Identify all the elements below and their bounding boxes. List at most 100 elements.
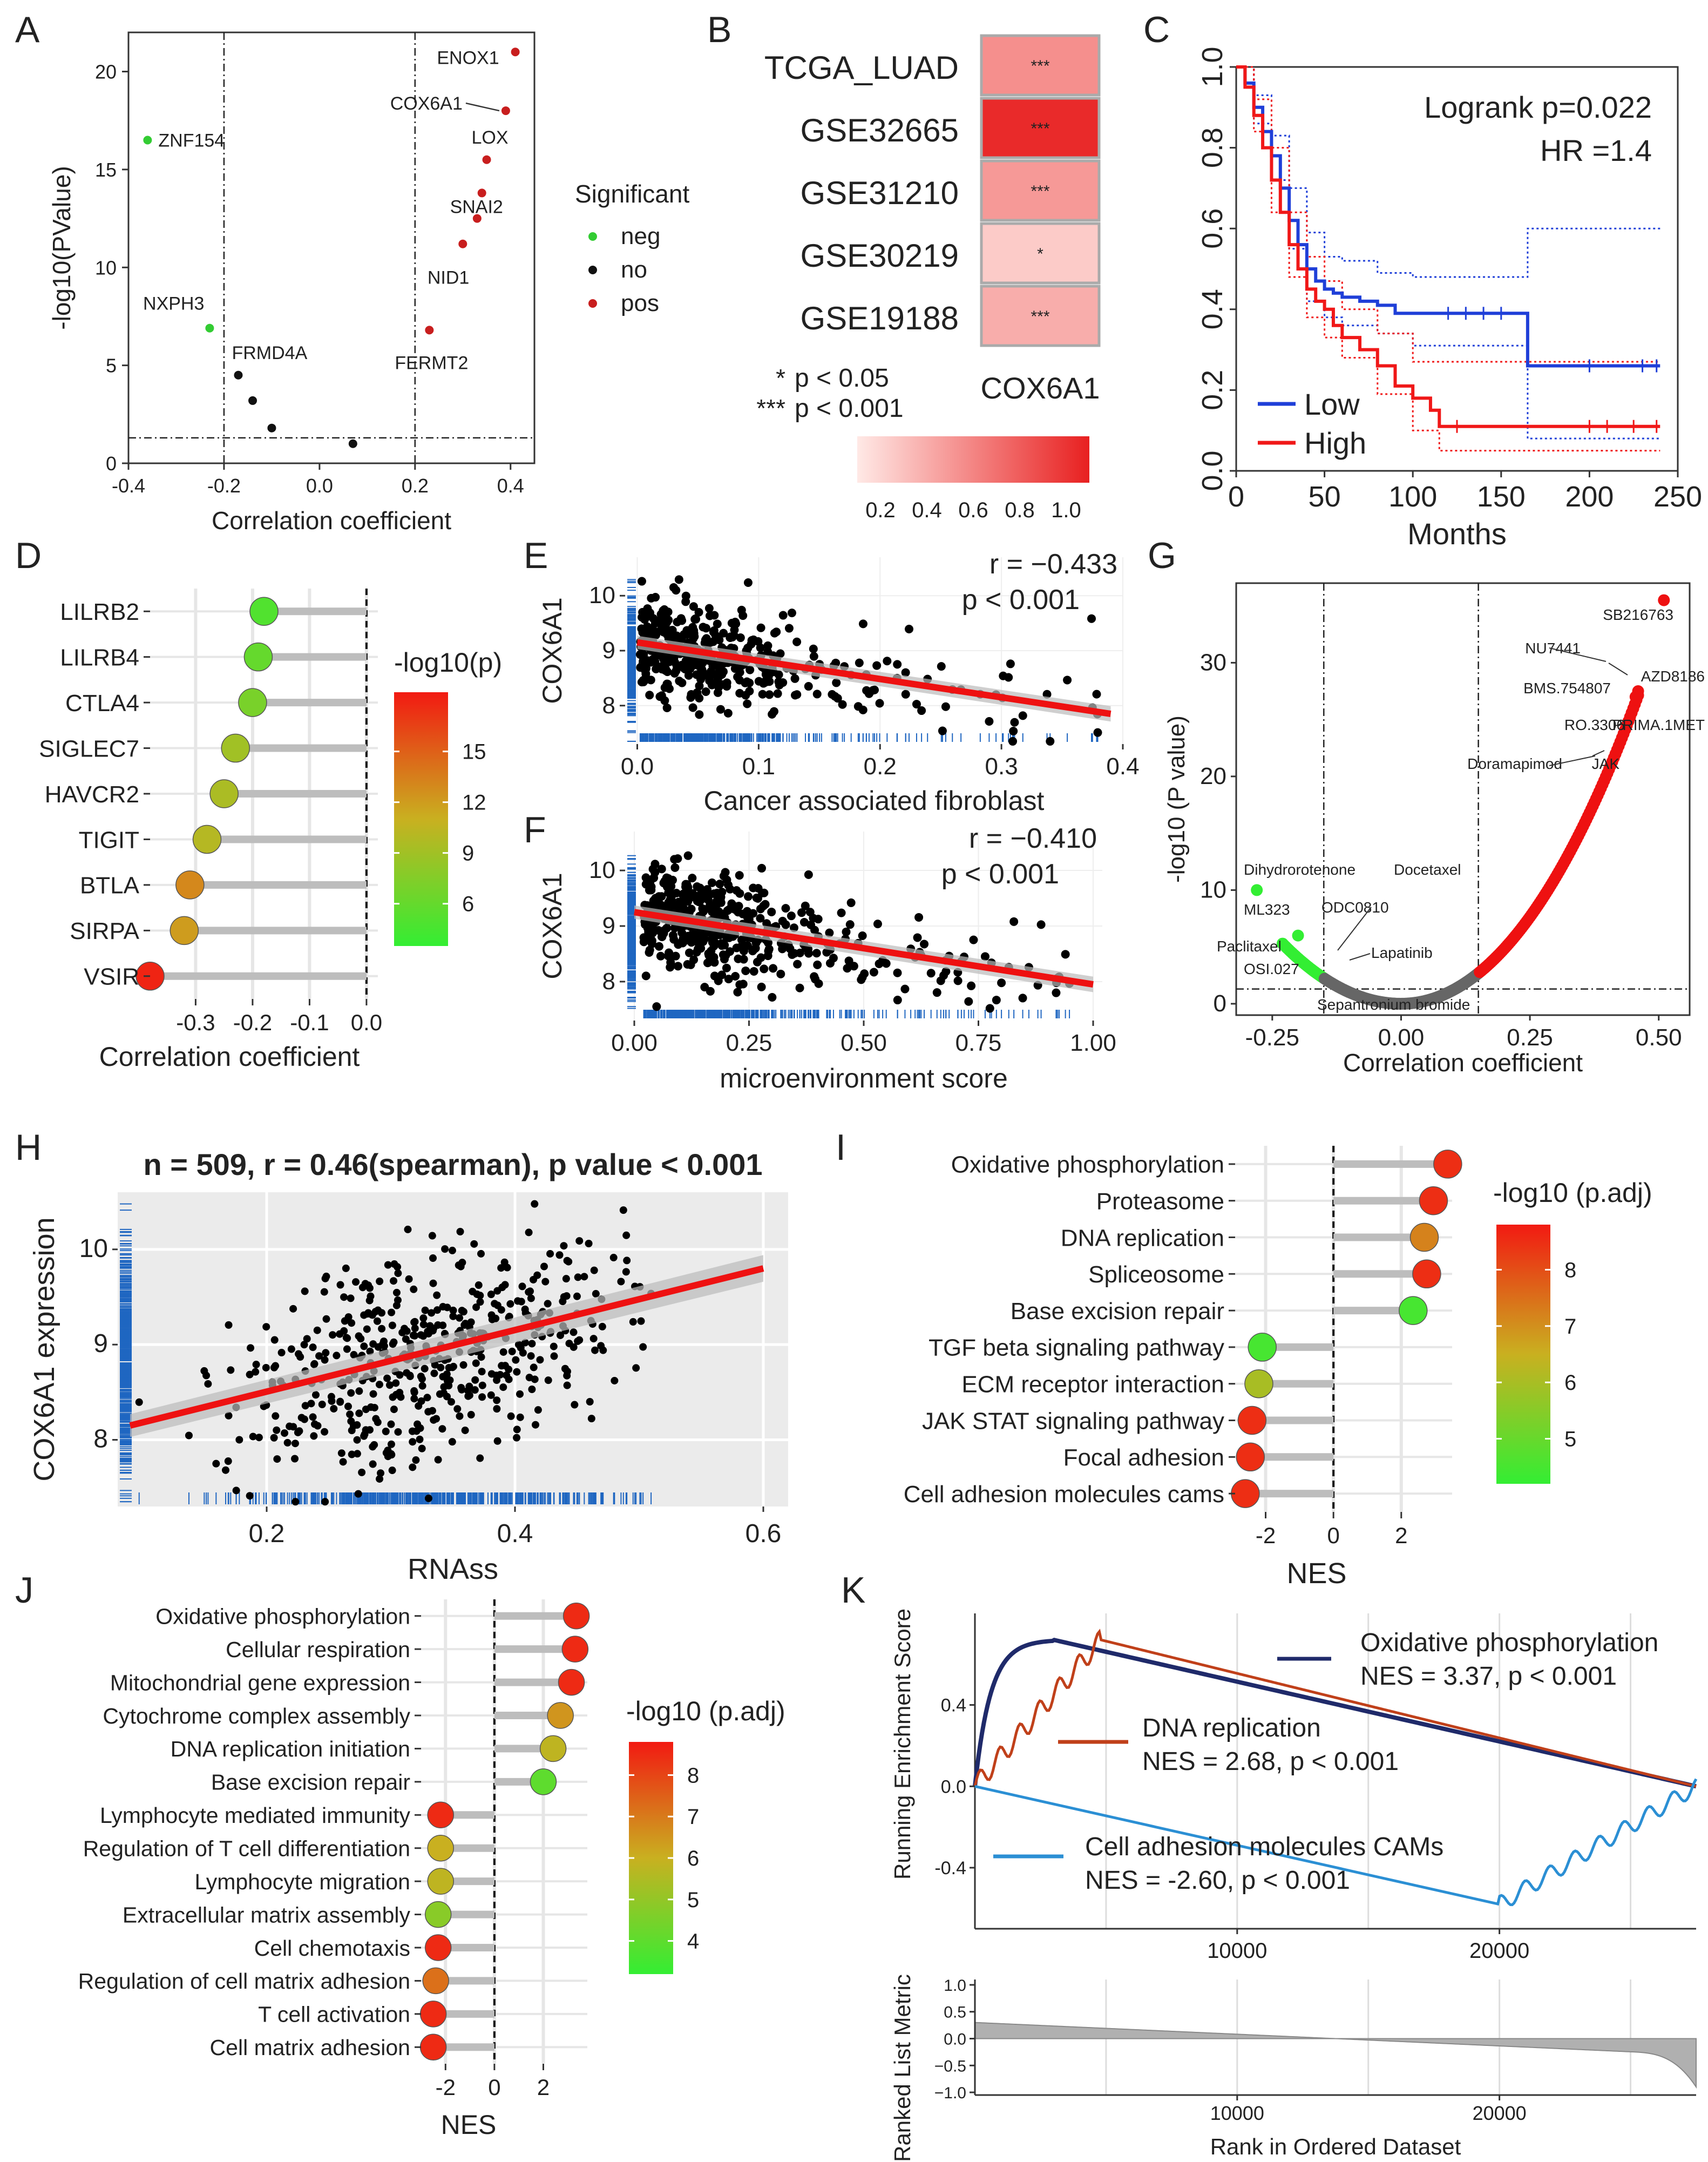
category-label: SIGLEC7 xyxy=(39,735,139,762)
gene-label: NXPH3 xyxy=(143,294,204,314)
scatter-point xyxy=(432,1415,440,1423)
scatter-point xyxy=(456,1412,464,1420)
legend-label: neg xyxy=(621,223,660,249)
scatter-point xyxy=(453,1405,462,1413)
scatter-point xyxy=(639,937,648,947)
scatter-point xyxy=(388,1308,396,1316)
volcano-point xyxy=(267,423,276,433)
panel-letter-F: F xyxy=(524,809,546,850)
scatter-point xyxy=(900,984,910,994)
category-label: BTLA xyxy=(80,873,140,899)
category-label: Cell adhesion molecules cams xyxy=(904,1481,1224,1508)
legend-swatch xyxy=(588,266,597,274)
scatter-point xyxy=(875,699,884,708)
scatter-point xyxy=(503,1264,511,1272)
scatter-point xyxy=(470,1240,478,1248)
scatter-point xyxy=(843,964,852,973)
scatter-point xyxy=(457,1262,465,1271)
panel-letter-I: I xyxy=(836,1127,846,1168)
scatter-point xyxy=(377,1309,385,1317)
scatter-point xyxy=(692,948,701,957)
drug-label: PRIMA.1MET xyxy=(1612,717,1705,733)
x-tick-label: 0 xyxy=(488,2075,500,2100)
scatter-point xyxy=(418,1382,426,1390)
drug-label: Paclitaxel xyxy=(1217,938,1282,955)
scatter-point xyxy=(953,976,963,985)
scatter-point xyxy=(488,1315,496,1323)
scatter-point xyxy=(787,911,796,921)
scatter-point xyxy=(754,884,763,893)
scatter-point xyxy=(318,1401,326,1409)
panel-h-scatter: 0.2 0.4 0.6 8 9 10 RNAss COX6A1 expression n = 5… xyxy=(28,1147,788,1585)
category-label: VSIR xyxy=(84,964,139,990)
category-label: DNA replication initiation xyxy=(171,1737,410,1761)
y-tick-label: 8 xyxy=(602,692,615,719)
scatter-point xyxy=(726,884,735,894)
scatter-point xyxy=(1036,920,1046,929)
drug-label: ML323 xyxy=(1244,901,1290,918)
scatter-point xyxy=(309,1343,317,1352)
scatter-point xyxy=(533,1271,541,1279)
scatter-point xyxy=(637,1317,645,1325)
colorbar xyxy=(629,1742,673,1974)
legend-title: Significant xyxy=(575,180,689,208)
column-label: COX6A1 xyxy=(981,371,1100,405)
p-annotation: p < 0.001 xyxy=(962,584,1080,616)
scatter-point xyxy=(378,1325,386,1333)
scatter-point xyxy=(745,665,755,674)
scatter-point xyxy=(797,908,806,917)
scatter-point xyxy=(713,619,722,629)
legend-label: High xyxy=(1304,426,1366,460)
colorbar-title: -log10 (p.adj) xyxy=(1493,1178,1652,1208)
drug-point xyxy=(1251,884,1263,896)
leader-line xyxy=(1608,663,1628,675)
colorbar-tick-label: 6 xyxy=(462,893,474,916)
scatter-point xyxy=(1006,659,1015,668)
scatter-point xyxy=(330,1404,338,1413)
colorbar-title: -log10(p) xyxy=(394,647,502,678)
scatter-point xyxy=(767,907,776,916)
scatter-point xyxy=(382,1427,390,1435)
scatter-point xyxy=(376,1475,384,1483)
scatter-point xyxy=(405,1275,413,1283)
scatter-point xyxy=(710,611,719,620)
scatter-point xyxy=(609,1254,618,1262)
scatter-point xyxy=(992,996,1001,1005)
x-tick-label: 50 xyxy=(1309,481,1341,513)
scatter-point xyxy=(872,661,882,670)
scatter-point xyxy=(673,962,682,971)
lollipop-dot xyxy=(427,1834,454,1862)
panel-c-survival: 0 50 100 150 200 250 0.0 0.2 0.4 0.6 0.8 1.0 Months L… xyxy=(1196,46,1702,551)
lollipop-dot xyxy=(530,1768,557,1795)
scatter-point xyxy=(684,671,693,680)
scatter-point xyxy=(645,886,654,895)
scatter-point xyxy=(388,1467,396,1475)
scatter-point xyxy=(394,1269,402,1278)
scatter-point xyxy=(873,920,882,929)
scatter-point xyxy=(731,972,740,981)
scatter-point xyxy=(666,963,675,972)
scatter-point xyxy=(732,886,741,895)
scatter-point xyxy=(347,1294,355,1302)
scatter-point xyxy=(438,1425,446,1433)
scatter-point xyxy=(333,1352,341,1360)
colorbar-tick-label: 1.0 xyxy=(1051,498,1081,522)
scatter-point xyxy=(704,604,714,613)
scatter-point xyxy=(723,708,733,718)
scatter-point xyxy=(246,1492,254,1500)
scatter-point xyxy=(570,1343,578,1351)
scatter-point xyxy=(1063,675,1072,685)
scatter-point xyxy=(518,1282,526,1291)
panel-letter-E: E xyxy=(524,535,548,576)
lollipop-dot xyxy=(1399,1296,1428,1325)
scatter-point xyxy=(883,657,892,666)
category-label: HAVCR2 xyxy=(45,781,139,808)
scatter-point xyxy=(445,1363,453,1371)
scatter-point xyxy=(525,1228,533,1237)
scatter-point xyxy=(858,619,867,629)
y-tick-label: 30 xyxy=(1200,649,1226,675)
panel-letter-B: B xyxy=(707,9,731,50)
scatter-point xyxy=(368,1310,376,1319)
scatter-point xyxy=(937,662,946,671)
scatter-point xyxy=(336,1398,344,1406)
